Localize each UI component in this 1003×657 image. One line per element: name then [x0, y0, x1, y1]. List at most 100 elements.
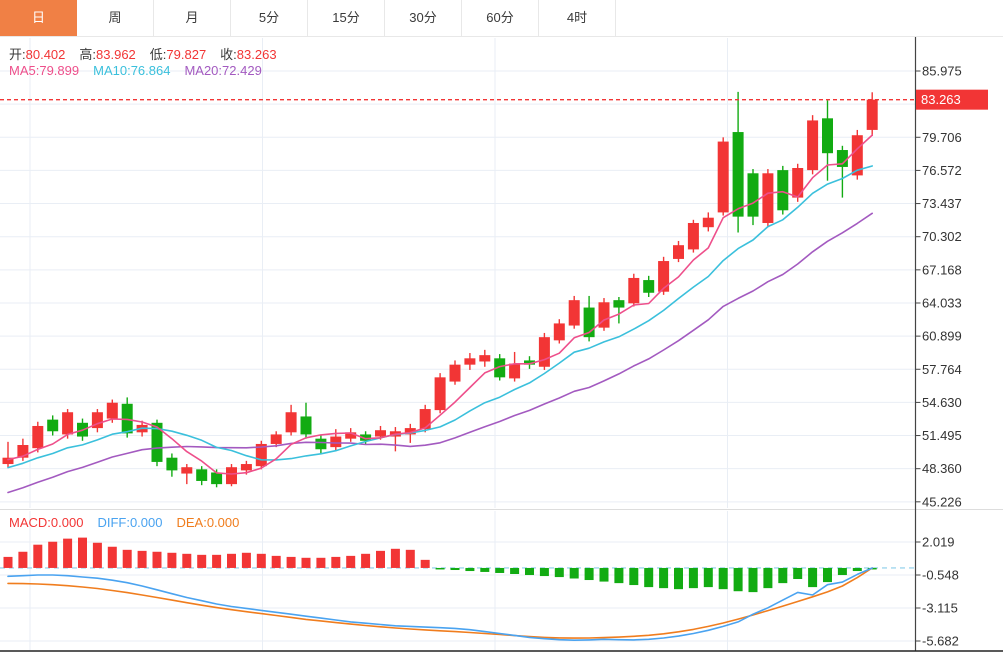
legend-label: 低:: [149, 47, 167, 62]
legend-value: 0.000: [206, 515, 240, 530]
candle-down: [777, 170, 789, 211]
candle-up: [479, 355, 491, 362]
price-axis-label: 67.168: [922, 262, 962, 277]
candle-up: [345, 432, 357, 439]
legend-value: 76.864: [130, 63, 171, 78]
candle-up: [464, 358, 476, 365]
candle-up: [553, 323, 565, 341]
macd-bar-down: [599, 567, 609, 582]
macd-bar-up: [271, 555, 281, 568]
candle-up: [509, 363, 521, 379]
macd-axis-label: -0.548: [922, 568, 959, 583]
macd-bar-down: [852, 567, 862, 572]
legend-label: MACD:: [9, 515, 51, 530]
candle-up: [330, 436, 342, 448]
macd-bar-up: [197, 554, 207, 568]
candle-down: [836, 150, 848, 167]
candle-up: [404, 428, 416, 435]
legend-label: 开:: [9, 47, 26, 62]
timeframe-tab-8[interactable]: 4时: [539, 0, 616, 36]
candle-down: [732, 132, 744, 217]
candle-up: [598, 302, 610, 328]
legend-item: MACD:0.000: [9, 515, 83, 530]
macd-bar-down: [837, 567, 847, 576]
legend-item: 收:83.263: [220, 47, 276, 62]
legend-item: 高:83.962: [79, 47, 135, 62]
macd-bar-up: [18, 551, 28, 568]
price-axis-label: 73.437: [922, 196, 962, 211]
timeframe-tab-3[interactable]: 月: [154, 0, 231, 36]
ma-legend: MA5:79.899 MA10:76.864 MA20:72.429: [9, 63, 276, 78]
price-axis-label: 64.033: [922, 295, 962, 310]
macd-bar-down: [703, 567, 713, 588]
candle-down: [524, 360, 535, 365]
timeframe-tab-2[interactable]: 周: [77, 0, 154, 36]
candle-up: [434, 377, 446, 411]
macd-bar-down: [539, 567, 549, 577]
macd-bar-down: [450, 567, 460, 571]
legend-label: 高:: [79, 47, 97, 62]
price-axis-label: 48.360: [922, 461, 962, 476]
candle-up: [538, 337, 550, 367]
macd-bar-down: [718, 567, 728, 590]
ma20-line: [7, 212, 874, 494]
macd-bar-down: [569, 567, 579, 579]
macd-indicator-legend: MACD:0.000 DIFF:0.000 DEA:0.000: [9, 515, 253, 530]
current-price-tag-label: 83.263: [921, 92, 961, 107]
candle-up: [568, 300, 580, 326]
macd-bar-down: [614, 567, 624, 584]
macd-bar-down: [465, 567, 475, 572]
macd-bar-down: [659, 567, 669, 589]
timeframe-toolbar: 日周月 5分 15分 30分 60分 4时: [0, 0, 1003, 37]
candle-up: [375, 430, 386, 437]
macd-bar-down: [763, 567, 773, 589]
legend-item: DEA:0.000: [176, 515, 239, 530]
timeframe-tab-7[interactable]: 60分: [462, 0, 539, 36]
macd-bar-down: [510, 567, 520, 574]
candle-up: [792, 168, 804, 198]
timeframe-tab-4[interactable]: 5分: [231, 0, 308, 36]
macd-bar-up: [390, 548, 400, 568]
macd-bar-down: [793, 567, 803, 580]
candle-up: [240, 464, 252, 471]
legend-value: 0.000: [50, 515, 84, 530]
candle-down: [166, 457, 178, 471]
current-price-tag: [916, 89, 988, 110]
candle-up: [673, 245, 684, 259]
legend-value: 83.962: [96, 47, 136, 62]
candle-up: [181, 467, 193, 474]
candle-up: [687, 222, 699, 250]
legend-item: DIFF:0.000: [97, 515, 162, 530]
candle-down: [360, 434, 372, 441]
macd-bar-up: [63, 538, 73, 568]
candle-down: [494, 358, 506, 378]
legend-label: DEA:: [176, 515, 207, 530]
macd-bar-up: [152, 551, 162, 568]
dea-line: [7, 567, 874, 639]
legend-value: 79.899: [39, 63, 80, 78]
timeframe-tab-6[interactable]: 30分: [385, 0, 462, 36]
candle-down: [196, 469, 208, 481]
candle-up: [702, 217, 714, 228]
candle-down: [151, 422, 163, 462]
candle-up: [270, 434, 282, 444]
price-axis-label: 70.302: [922, 229, 962, 244]
macd-bar-down: [688, 567, 698, 589]
candle-down: [47, 419, 59, 432]
macd-axis-label: -5.682: [922, 634, 959, 649]
macd-bar-up: [256, 553, 266, 568]
candle-down: [300, 416, 312, 435]
macd-axis-label: -3.115: [922, 601, 958, 616]
macd-bar-up: [420, 559, 430, 568]
timeframe-tab-5[interactable]: 15分: [308, 0, 385, 36]
macd-bar-down: [823, 567, 832, 583]
candle-up: [762, 173, 774, 223]
legend-item: MA5:79.899: [9, 63, 79, 78]
macd-bar-down: [584, 567, 594, 581]
legend-label: MA10:: [93, 63, 131, 78]
macd-bar-up: [122, 549, 132, 568]
timeframe-tab-1[interactable]: 日: [0, 0, 77, 36]
macd-bar-up: [227, 553, 236, 568]
